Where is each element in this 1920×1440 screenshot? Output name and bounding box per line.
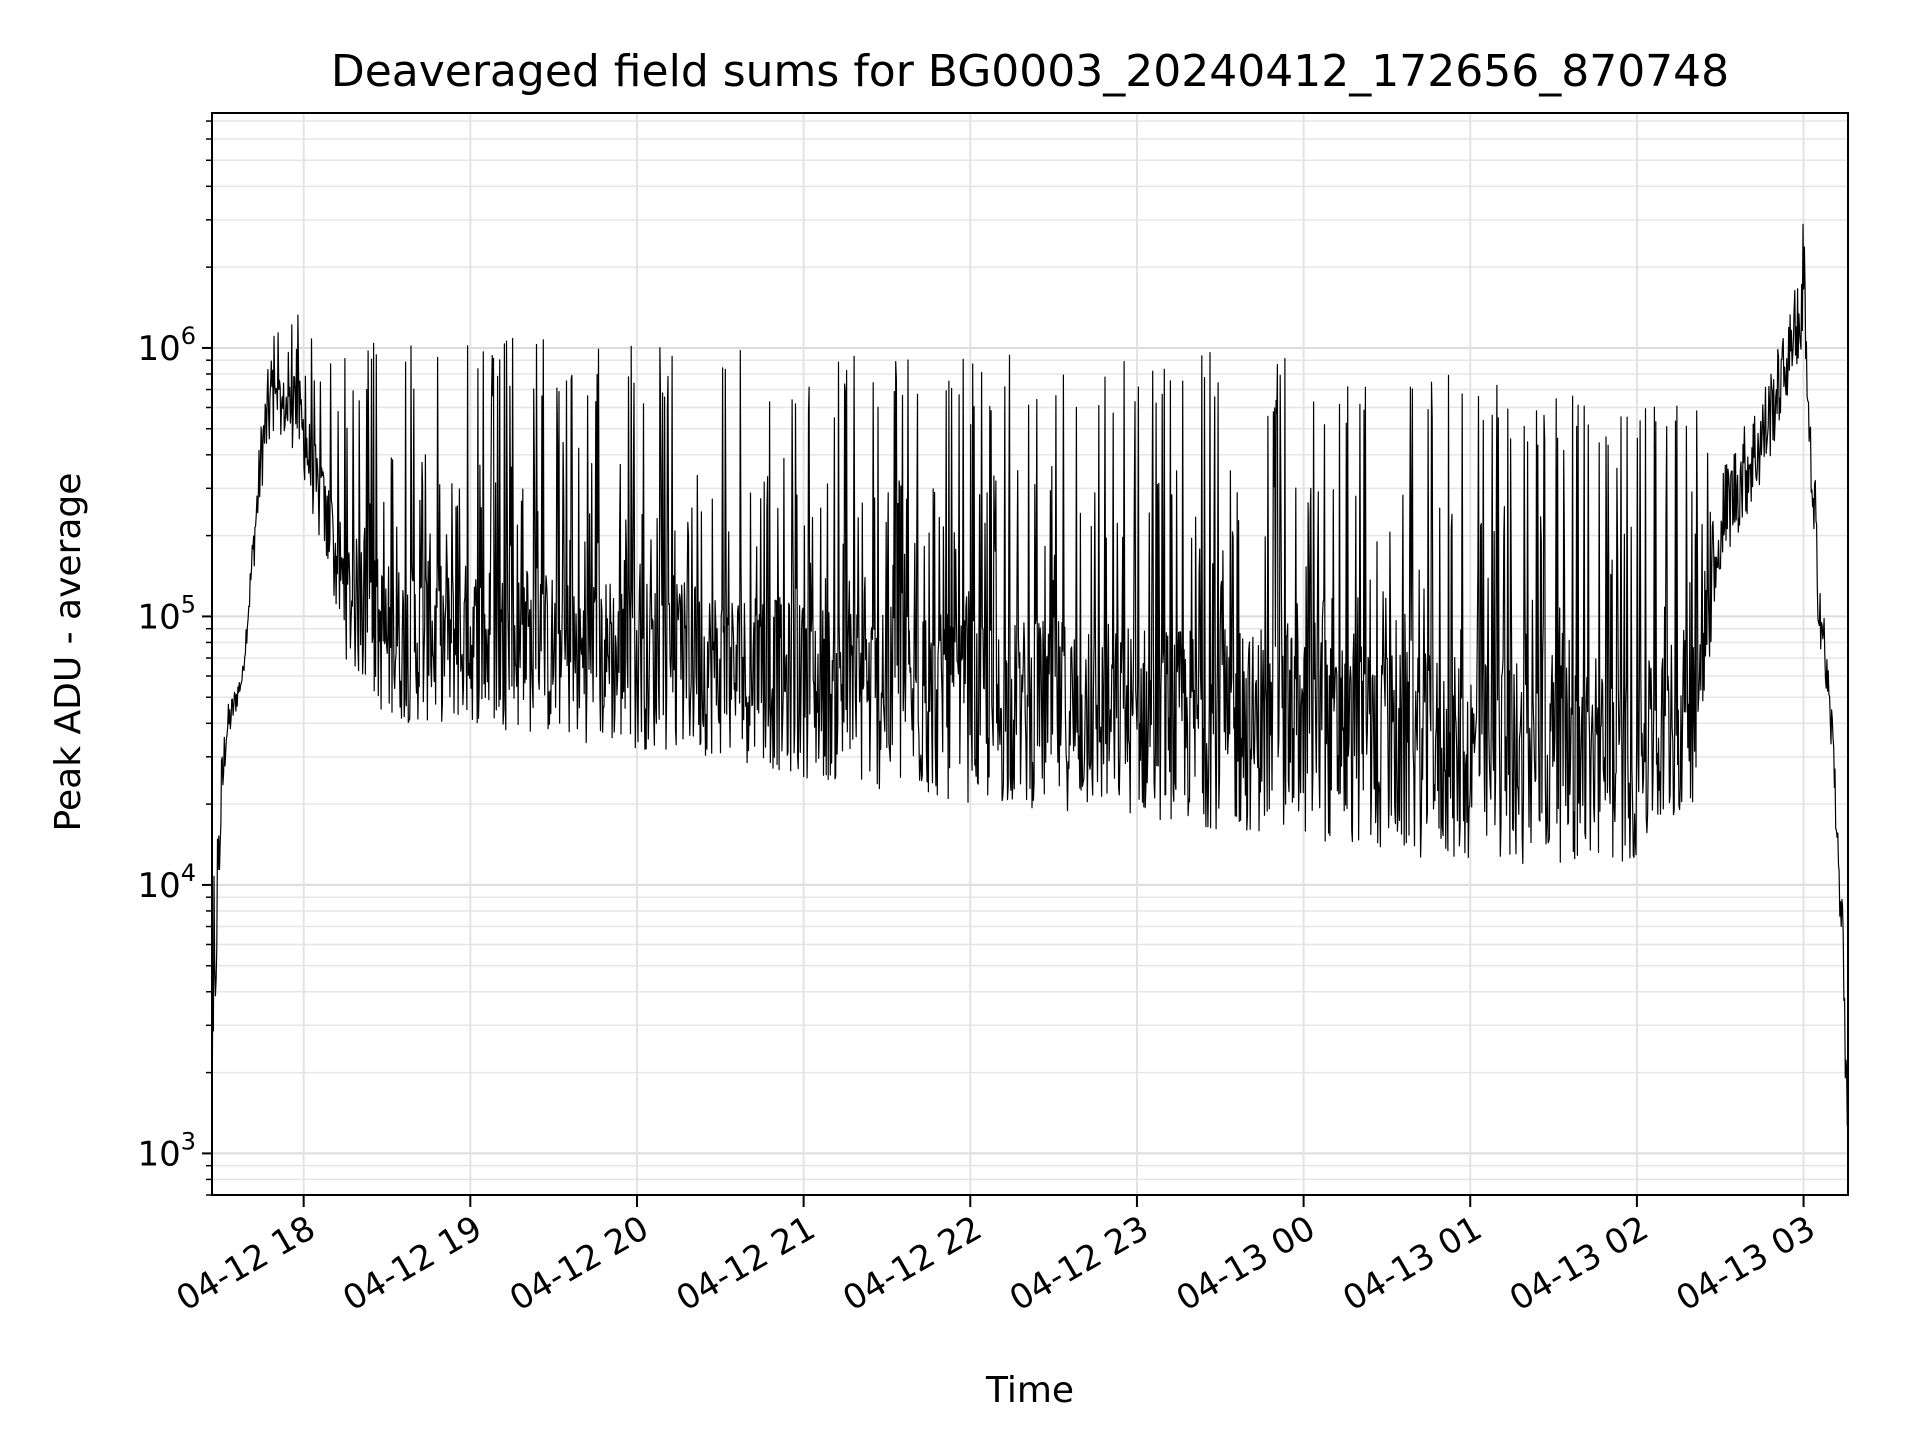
chart-title: Deaveraged field sums for BG0003_2024041… xyxy=(331,46,1729,97)
series-line xyxy=(211,223,1849,1142)
x-axis-label: Time xyxy=(985,1370,1074,1411)
plot-frame xyxy=(211,112,1849,1196)
y-tick-label: 106 xyxy=(137,322,196,369)
y-tick-label: 104 xyxy=(137,859,196,906)
y-axis-label: Peak ADU - average xyxy=(48,473,89,832)
series-polyline xyxy=(211,223,1849,1142)
y-tick-label: 105 xyxy=(137,590,196,637)
grid xyxy=(212,113,1848,1196)
y-tick-label: 103 xyxy=(137,1127,196,1174)
